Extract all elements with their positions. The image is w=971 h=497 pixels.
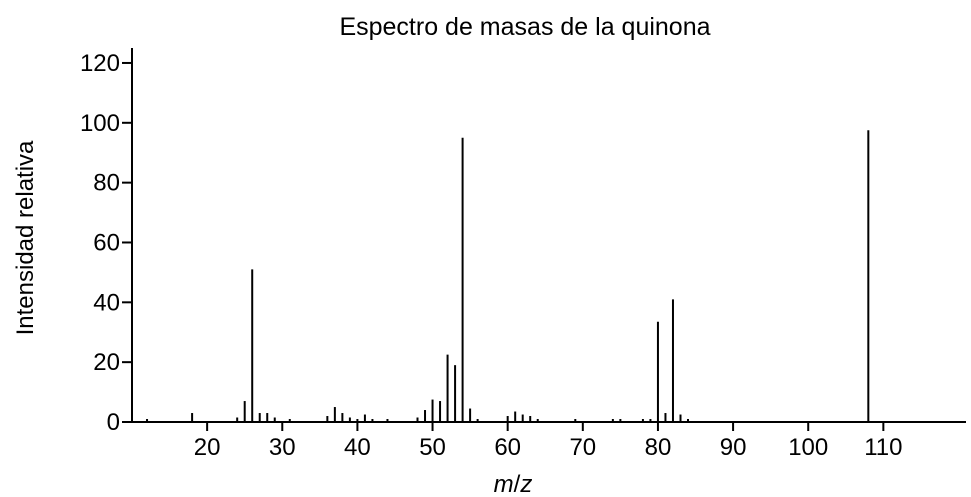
x-tick-label: 30	[269, 434, 296, 461]
x-tick-label: 80	[645, 434, 672, 461]
y-tick-label: 80	[93, 170, 120, 197]
y-axis-ticks: 0 20 40 60 80 100 120	[80, 50, 132, 436]
x-tick-label: 60	[494, 434, 521, 461]
x-tick-label: 40	[344, 434, 371, 461]
y-tick-label: 40	[93, 289, 120, 316]
y-tick-label: 60	[93, 229, 120, 256]
chart-title: Espectro de masas de la quinona	[339, 13, 710, 41]
y-tick-label: 0	[107, 409, 120, 436]
x-axis-ticks: 20 30 40 50 60 70 80 90 100 110	[194, 422, 902, 461]
x-tick-label: 90	[720, 434, 747, 461]
y-axis-label: Intensidad relativa	[12, 140, 39, 335]
x-tick-label: 20	[194, 434, 221, 461]
x-axis-label: m/z	[494, 471, 533, 497]
y-tick-label: 100	[80, 110, 120, 137]
x-tick-label: 110	[864, 434, 902, 461]
x-tick-label: 50	[419, 434, 446, 461]
y-tick-label: 120	[80, 50, 120, 77]
x-tick-label: 70	[569, 434, 596, 461]
x-tick-label: 100	[788, 434, 828, 461]
spectrum-peaks	[146, 130, 870, 422]
y-tick-label: 20	[93, 349, 120, 376]
